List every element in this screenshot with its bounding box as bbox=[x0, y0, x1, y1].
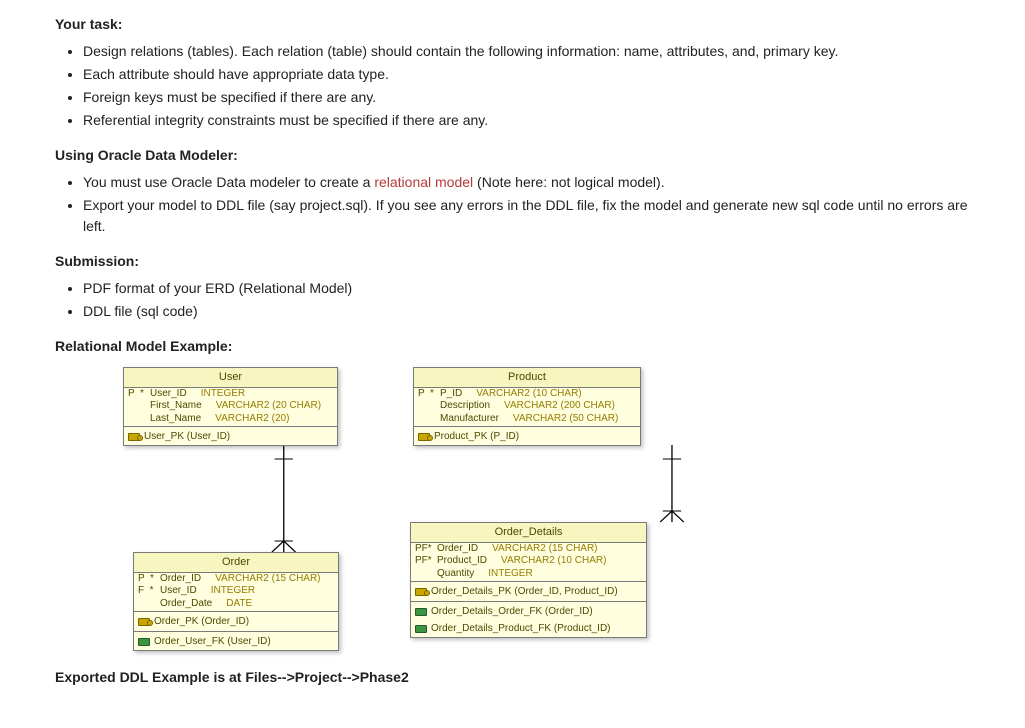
example-heading: Relational Model Example: bbox=[55, 336, 970, 357]
fk-icon bbox=[138, 638, 150, 646]
fk-row: Order_Details_Product_FK (Product_ID) bbox=[411, 620, 646, 637]
list-item: Design relations (tables). Each relation… bbox=[83, 41, 970, 62]
entity-title: User bbox=[124, 368, 337, 388]
key-icon bbox=[138, 618, 150, 626]
key-icon bbox=[128, 433, 140, 441]
list-item: DDL file (sql code) bbox=[83, 301, 970, 322]
fk-icon bbox=[415, 625, 427, 633]
text: You must use Oracle Data modeler to crea… bbox=[83, 174, 374, 190]
attr-row: First_NameVARCHAR2 (20 CHAR) bbox=[124, 400, 337, 413]
attr-row: F *User_IDINTEGER bbox=[134, 585, 338, 598]
pk-row: Order_Details_PK (Order_ID, Product_ID) bbox=[411, 583, 646, 600]
entity-product: Product P *P_IDVARCHAR2 (10 CHAR) Descri… bbox=[413, 367, 641, 446]
submission-list: PDF format of your ERD (Relational Model… bbox=[55, 278, 970, 322]
fk-icon bbox=[415, 608, 427, 616]
list-item: PDF format of your ERD (Relational Model… bbox=[83, 278, 970, 299]
entity-title: Order bbox=[134, 553, 338, 573]
task-heading: Your task: bbox=[55, 14, 970, 35]
key-icon bbox=[418, 433, 430, 441]
attr-row: PF*Order_IDVARCHAR2 (15 CHAR) bbox=[411, 543, 646, 556]
page-root: Your task: Design relations (tables). Ea… bbox=[0, 14, 1025, 728]
fk-row: Order_Details_Order_FK (Order_ID) bbox=[411, 603, 646, 620]
attr-row: QuantityINTEGER bbox=[411, 568, 646, 581]
list-item: Foreign keys must be specified if there … bbox=[83, 87, 970, 108]
attr-row: P *Order_IDVARCHAR2 (15 CHAR) bbox=[134, 573, 338, 586]
entity-title: Order_Details bbox=[411, 523, 646, 543]
attr-row: Last_NameVARCHAR2 (20) bbox=[124, 413, 337, 426]
entity-order-details: Order_Details PF*Order_IDVARCHAR2 (15 CH… bbox=[410, 522, 647, 638]
submission-heading: Submission: bbox=[55, 251, 970, 272]
list-item: You must use Oracle Data modeler to crea… bbox=[83, 172, 970, 193]
oracle-heading: Using Oracle Data Modeler: bbox=[55, 145, 970, 166]
pk-row: Product_PK (P_ID) bbox=[414, 428, 640, 445]
fk-row: Order_User_FK (User_ID) bbox=[134, 633, 338, 650]
attr-row: P *User_IDINTEGER bbox=[124, 388, 337, 401]
attr-row: DescriptionVARCHAR2 (200 CHAR) bbox=[414, 400, 640, 413]
footer-note: Exported DDL Example is at Files-->Proje… bbox=[55, 667, 970, 688]
er-diagram: User P *User_IDINTEGER First_NameVARCHAR… bbox=[55, 367, 970, 657]
pk-row: User_PK (User_ID) bbox=[124, 428, 337, 445]
list-item: Export your model to DDL file (say proje… bbox=[83, 195, 970, 237]
entity-title: Product bbox=[414, 368, 640, 388]
attr-row: ManufacturerVARCHAR2 (50 CHAR) bbox=[414, 413, 640, 426]
attr-row: PF*Product_IDVARCHAR2 (10 CHAR) bbox=[411, 555, 646, 568]
entity-order: Order P *Order_IDVARCHAR2 (15 CHAR) F *U… bbox=[133, 552, 339, 651]
text: (Note here: not logical model). bbox=[473, 174, 664, 190]
key-icon bbox=[415, 588, 427, 596]
oracle-list: You must use Oracle Data modeler to crea… bbox=[55, 172, 970, 237]
attr-row: P *P_IDVARCHAR2 (10 CHAR) bbox=[414, 388, 640, 401]
entity-user: User P *User_IDINTEGER First_NameVARCHAR… bbox=[123, 367, 338, 446]
link-relational-model: relational model bbox=[374, 174, 473, 190]
task-list: Design relations (tables). Each relation… bbox=[55, 41, 970, 131]
list-item: Referential integrity constraints must b… bbox=[83, 110, 970, 131]
pk-row: Order_PK (Order_ID) bbox=[134, 613, 338, 630]
list-item: Each attribute should have appropriate d… bbox=[83, 64, 970, 85]
attr-row: Order_DateDATE bbox=[134, 598, 338, 611]
